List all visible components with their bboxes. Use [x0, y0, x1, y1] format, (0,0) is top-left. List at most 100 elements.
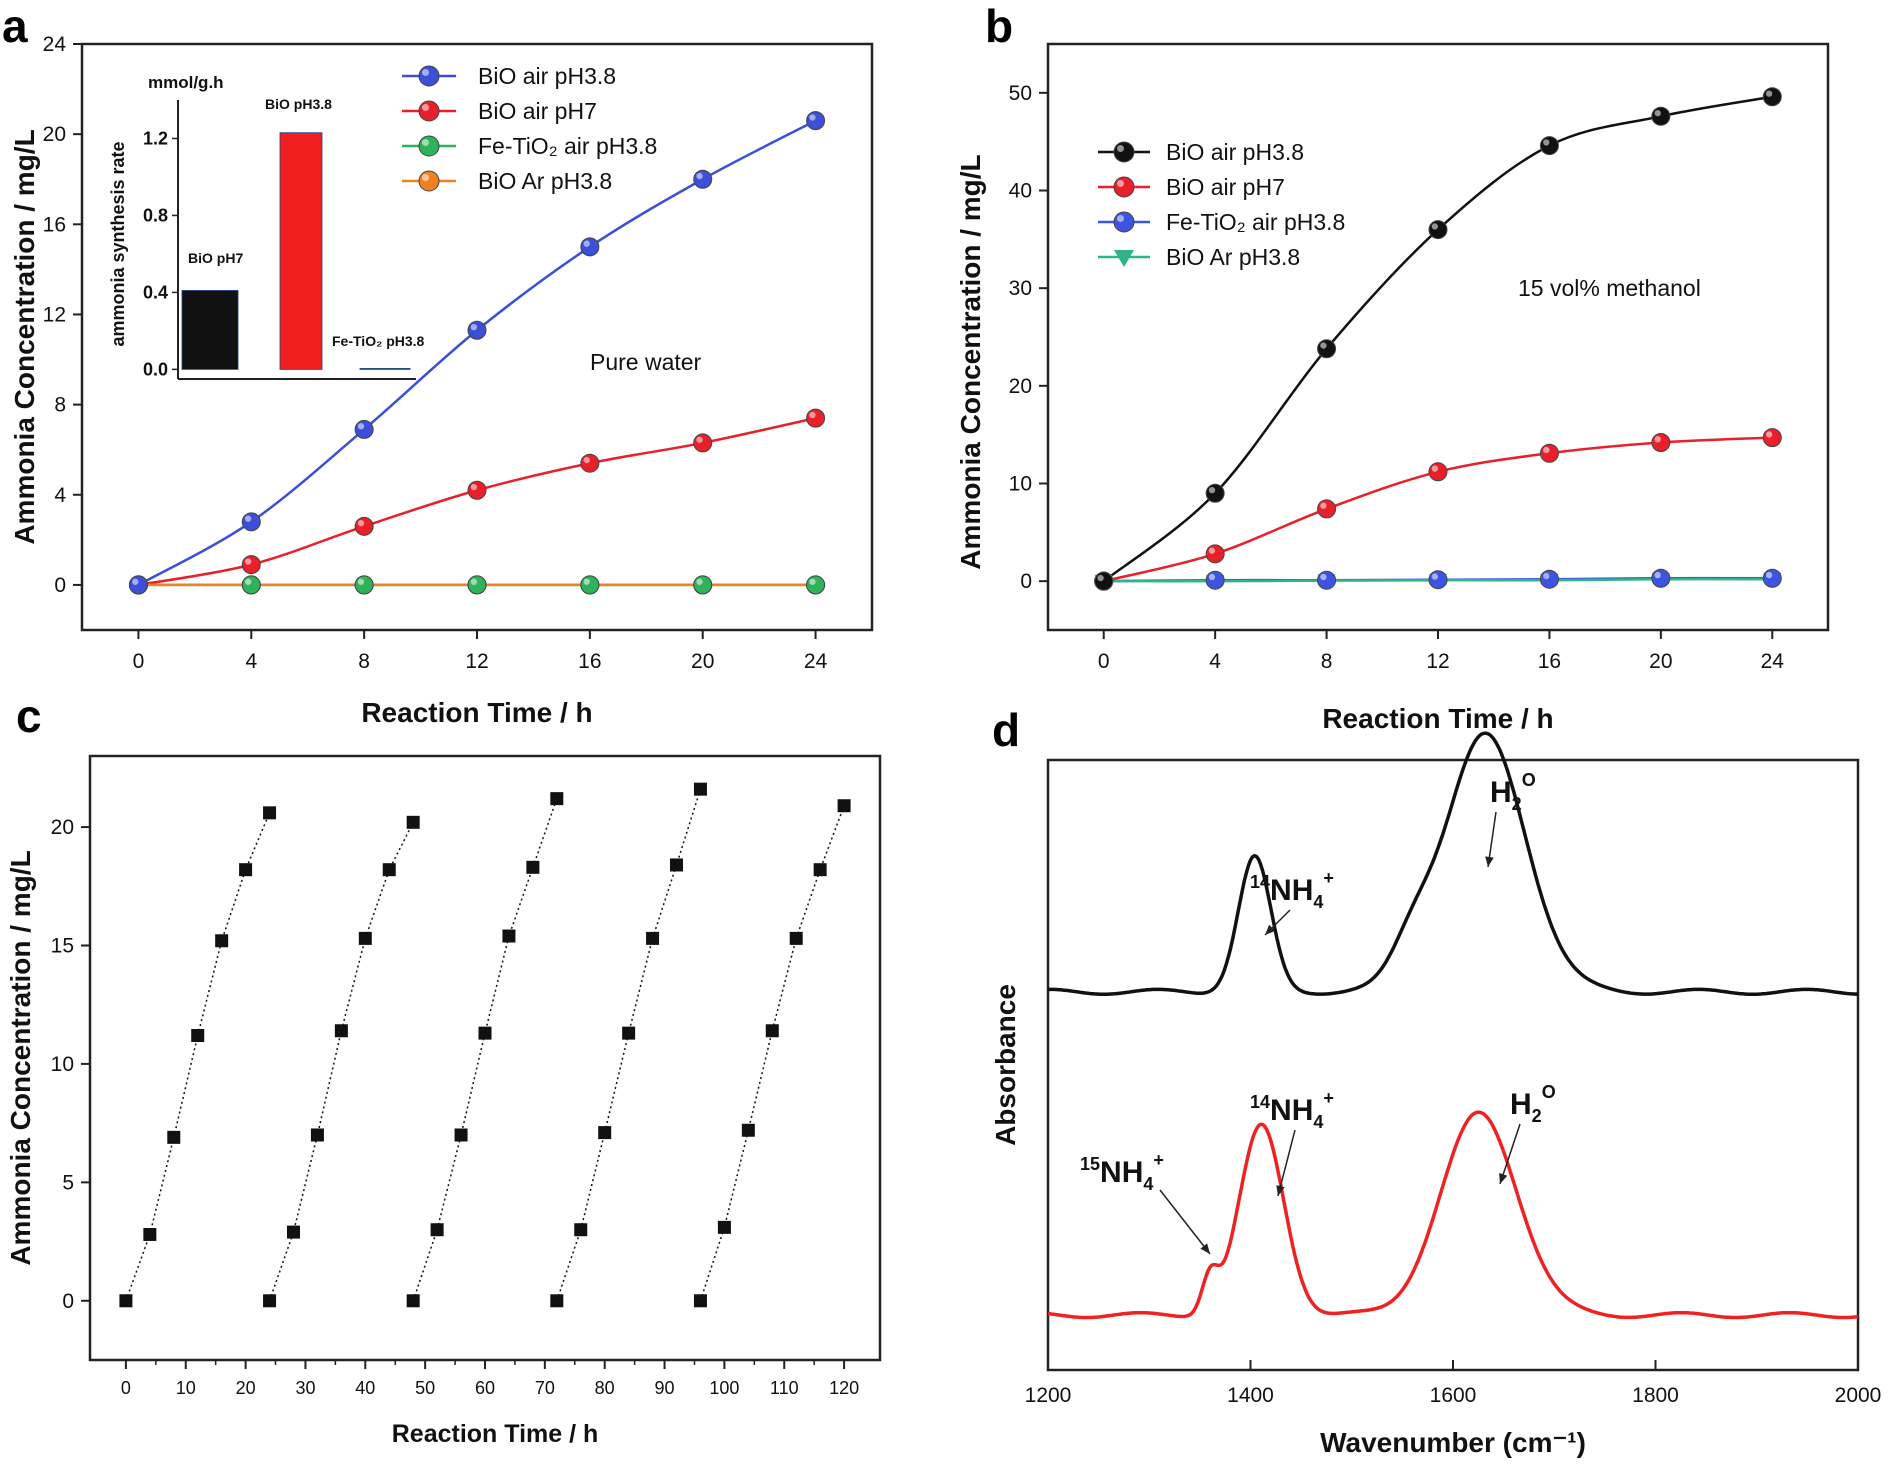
- panel-d-label-top-h2o-sub: 2: [1512, 794, 1522, 814]
- panel-c-point: [478, 1026, 492, 1040]
- panel-c-point: [550, 1294, 564, 1308]
- panel-a-xtick-label: 4: [245, 650, 257, 673]
- panel-a-ytick-label: 12: [43, 303, 66, 326]
- panel-d-label-bot-n15-mass: 15: [1080, 1154, 1100, 1174]
- panel-b-point: [1539, 443, 1559, 463]
- panel-d: 1200 1400 1600 1800 2000 Wavenumber (cm⁻¹) Abs…: [990, 731, 1881, 1458]
- panel-a-point: [467, 320, 487, 340]
- panel-d-arrowhead: [1265, 924, 1276, 935]
- panel-a-series-line: [138, 416, 816, 587]
- panel-b-series-line: [1102, 95, 1773, 583]
- panel-c-xtick-label: 50: [415, 1378, 435, 1398]
- panel-b-xtick-label: 4: [1209, 650, 1221, 673]
- panel-a-legend-marker: [418, 135, 440, 157]
- panel-d-label-bot-n15-tail: +: [1153, 1150, 1164, 1170]
- panel-a-point-shine: [244, 515, 252, 522]
- panel-b-annotation: 15 vol% methanol: [1518, 275, 1701, 301]
- panel-b-xtick-label: 16: [1538, 650, 1561, 673]
- panel-c-point: [598, 1126, 612, 1140]
- panel-c-point: [670, 858, 684, 872]
- panel-a-point-shine: [696, 172, 703, 180]
- panel-c-xtick-label: 80: [595, 1378, 615, 1398]
- panel-a-legend-label: BiO air pH7: [478, 98, 597, 124]
- panel-c-cycle-line: [125, 812, 271, 1302]
- panel-a-point: [467, 480, 487, 500]
- panel-d-label-bot-nh4-base: NH: [1270, 1094, 1313, 1127]
- panel-a: 0 4 8 12 16 20 24 0 4 8 12 16 20 24 Reaction Time / h A…: [9, 33, 874, 728]
- panel-a-xtick-label: 12: [465, 650, 488, 673]
- panel-a-point: [693, 433, 713, 453]
- panel-a-point-shine: [583, 578, 590, 585]
- panel-b-legend-marker: [1113, 141, 1135, 163]
- panel-b-point-shine: [1431, 223, 1438, 230]
- panel-a-point: [241, 575, 261, 595]
- panel-d-frame: [1046, 758, 1860, 1372]
- panel-a-point: [354, 419, 374, 439]
- panel-b-point-shine: [1208, 486, 1216, 494]
- panel-b-point: [1428, 220, 1448, 240]
- panel-a-legend-label: Fe-TiO₂ air pH3.8: [478, 133, 657, 159]
- panel-b-point: [1762, 87, 1782, 107]
- panel-c-point: [454, 1128, 468, 1142]
- panel-c-point: [550, 792, 564, 806]
- panel-a-legend-label: BiO air pH3.8: [478, 63, 616, 89]
- panel-a-ytick-label: 0: [54, 574, 66, 597]
- panel-c-point: [693, 782, 707, 796]
- panel-d-arrowhead: [1200, 1243, 1210, 1254]
- panel-b-ylabel: Ammonia Concentration / mg/L: [955, 154, 986, 569]
- panel-labels: a b c d: [2, 0, 1020, 756]
- panel-d-ylabel: Absorbance: [990, 984, 1021, 1146]
- panel-b: 0 4 8 12 16 20 24 0 10 20 30 40 50 Reaction Time / h A…: [955, 42, 1830, 734]
- panel-c-point: [382, 863, 396, 877]
- panel-a-point: [354, 516, 374, 536]
- panel-c-point: [646, 931, 660, 945]
- panel-c-point: [717, 1220, 731, 1234]
- panel-c: 0 10 20 30 40 50 60 70 80 90 100 110 120 0 5 10 15 20 Reac…: [5, 754, 882, 1448]
- panel-b-point-shine: [1543, 446, 1550, 454]
- panel-c-xtick-label: 60: [475, 1378, 495, 1398]
- panel-b-point: [1317, 570, 1337, 590]
- panel-label-a: a: [2, 0, 28, 52]
- panel-c-point: [119, 1294, 133, 1308]
- panel-b-point: [1762, 428, 1782, 448]
- panel-a-inset-bar: [279, 132, 323, 370]
- panel-b-series-line: [1103, 436, 1773, 583]
- panel-c-point: [526, 860, 540, 874]
- panel-c-point: [789, 931, 803, 945]
- panel-a-point-shine: [470, 483, 477, 491]
- panel-b-xtick-label: 8: [1321, 650, 1333, 673]
- panel-c-point: [358, 931, 372, 945]
- panel-c-point: [191, 1028, 205, 1042]
- panel-a-point: [128, 575, 148, 595]
- panel-b-point-shine: [1765, 571, 1773, 579]
- panel-c-xtick-label: 40: [355, 1378, 375, 1398]
- panel-d-label-bot-nh4: 14NH4+: [1250, 1088, 1334, 1132]
- panel-d-arrow: [1499, 1123, 1521, 1185]
- panel-a-inset-bar: [181, 290, 239, 370]
- panel-b-xlabel: Reaction Time / h: [1322, 703, 1553, 734]
- panel-a-ylabel: Ammonia Concentration / mg/L: [9, 129, 40, 544]
- panel-b-ytick-label: 0: [1020, 570, 1032, 593]
- panel-c-ytick-label: 15: [51, 934, 74, 957]
- panel-a-point: [580, 237, 600, 257]
- panel-b-point: [1094, 571, 1114, 591]
- panel-a-point-shine: [357, 423, 365, 430]
- panel-a-xtick-label: 24: [804, 650, 828, 673]
- panel-c-point: [263, 1294, 277, 1308]
- panel-a-xtick-label: 16: [578, 650, 601, 673]
- panel-d-label-bot-nh4-sub: 4: [1313, 1112, 1323, 1132]
- panel-b-point: [1651, 432, 1671, 452]
- panel-b-point: [1539, 136, 1559, 156]
- panel-a-point: [467, 575, 487, 595]
- panel-b-xtick-label: 24: [1761, 650, 1785, 673]
- panel-c-point: [574, 1223, 588, 1237]
- panel-a-ytick-label: 20: [43, 123, 66, 146]
- panel-a-point-shine: [583, 456, 590, 464]
- panel-a-point: [241, 512, 261, 532]
- panel-a-point-shine: [809, 411, 816, 419]
- panel-b-point-shine: [1431, 465, 1438, 472]
- panel-c-xtick-label: 90: [655, 1378, 675, 1398]
- panel-d-label-bot-n15-base: NH: [1100, 1156, 1143, 1189]
- panel-b-frame: [1046, 42, 1830, 632]
- panel-a-inset-ylabel: ammonia synthesis rate: [108, 141, 128, 346]
